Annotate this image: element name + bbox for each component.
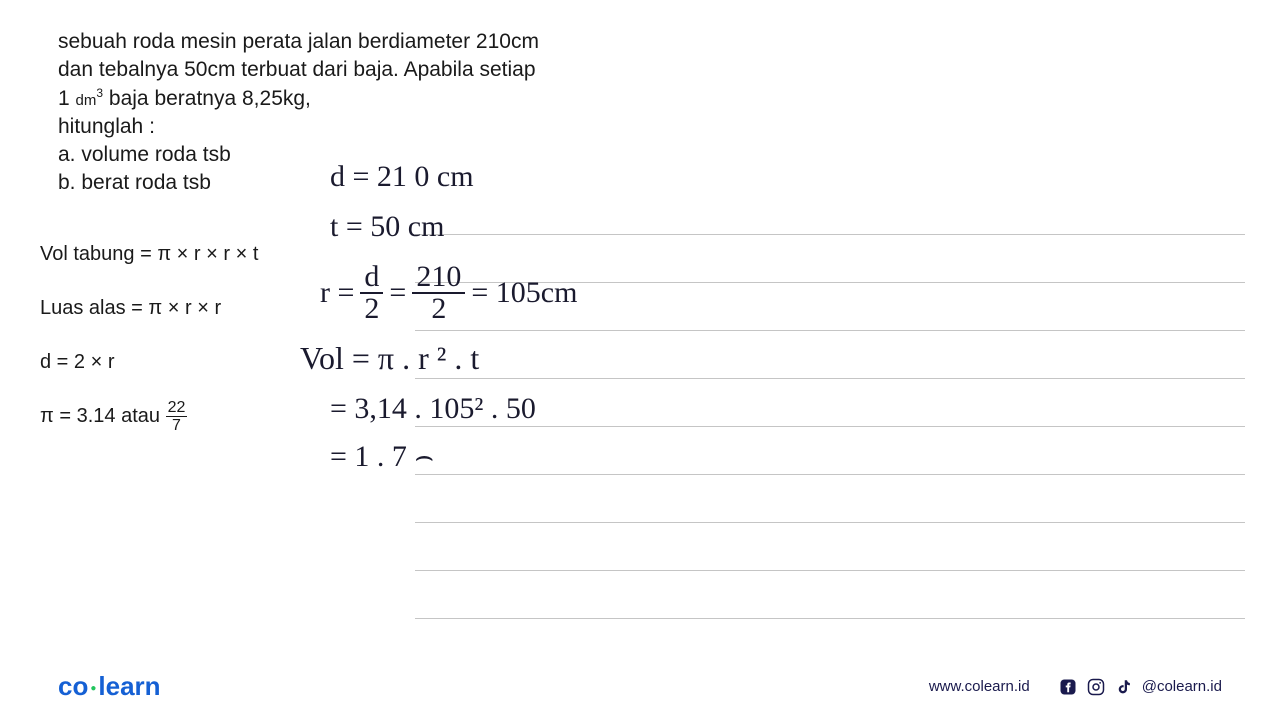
r-fraction-1: d 2: [360, 262, 383, 324]
r-suffix: = 105cm: [471, 276, 577, 310]
facebook-icon: [1058, 677, 1078, 697]
ruled-line: [415, 522, 1245, 523]
ruled-line: [415, 330, 1245, 331]
pi-fraction: 227: [166, 399, 188, 435]
problem-line-2: dan tebalnya 50cm terbuat dari baja. Apa…: [58, 56, 539, 83]
handwritten-t: t = 50 cm: [330, 210, 444, 244]
ruled-line: [415, 570, 1245, 571]
ruled-line: [415, 618, 1245, 619]
pi-prefix: π = 3.14 atau: [40, 405, 166, 427]
problem-line-1: sebuah roda mesin perata jalan berdiamet…: [58, 28, 539, 55]
logo-part-2: learn: [98, 671, 160, 701]
ruled-line: [415, 378, 1245, 379]
logo-part-1: co: [58, 671, 88, 701]
r-prefix: r =: [320, 276, 354, 310]
formula-diameter: d = 2 × r: [40, 338, 258, 386]
logo: co●learn: [58, 671, 161, 702]
footer: co●learn www.colearn.id @colearn.id: [0, 671, 1280, 702]
line3-exp: 3: [96, 86, 103, 100]
pi-num: 22: [166, 399, 188, 418]
formula-area: Luas alas = π × r × r: [40, 284, 258, 332]
handwritten-r: r = d 2 = 210 2 = 105cm: [320, 262, 577, 324]
r-eq: =: [389, 276, 406, 310]
logo-dot-icon: ●: [90, 683, 96, 694]
r-f2-den: 2: [412, 294, 465, 324]
formula-pi: π = 3.14 atau 227: [40, 392, 258, 440]
tiktok-icon: [1114, 677, 1134, 697]
social-block: @colearn.id: [1058, 677, 1222, 697]
handwritten-vol-result: = 1 . 7 ⌢: [330, 440, 434, 474]
footer-url: www.colearn.id: [929, 678, 1030, 695]
footer-right: www.colearn.id @colearn.id: [929, 677, 1222, 697]
r-f1-num: d: [360, 262, 383, 294]
line3-unit: dm: [76, 92, 97, 109]
problem-line-4: hitunglah :: [58, 113, 539, 140]
footer-handle: @colearn.id: [1142, 678, 1222, 695]
line3-suffix: baja beratnya 8,25kg,: [109, 87, 311, 110]
ruled-line: [415, 426, 1245, 427]
ruled-line: [415, 474, 1245, 475]
formula-volume: Vol tabung = π × r × r × t: [40, 230, 258, 278]
ruled-line: [415, 234, 1245, 235]
r-f2-num: 210: [412, 262, 465, 294]
instagram-icon: [1086, 677, 1106, 697]
formula-sidebar: Vol tabung = π × r × r × t Luas alas = π…: [40, 230, 258, 446]
handwritten-vol-formula: Vol = π . r ² . t: [300, 340, 479, 377]
pi-den: 7: [166, 417, 188, 435]
problem-line-3: 1 dm3 baja beratnya 8,25kg,: [58, 85, 539, 112]
handwritten-vol-calc: = 3,14 . 105² . 50: [330, 392, 536, 426]
r-f1-den: 2: [360, 294, 383, 324]
line3-prefix: 1: [58, 87, 70, 110]
r-fraction-2: 210 2: [412, 262, 465, 324]
handwritten-d: d = 21 0 cm: [330, 160, 474, 194]
